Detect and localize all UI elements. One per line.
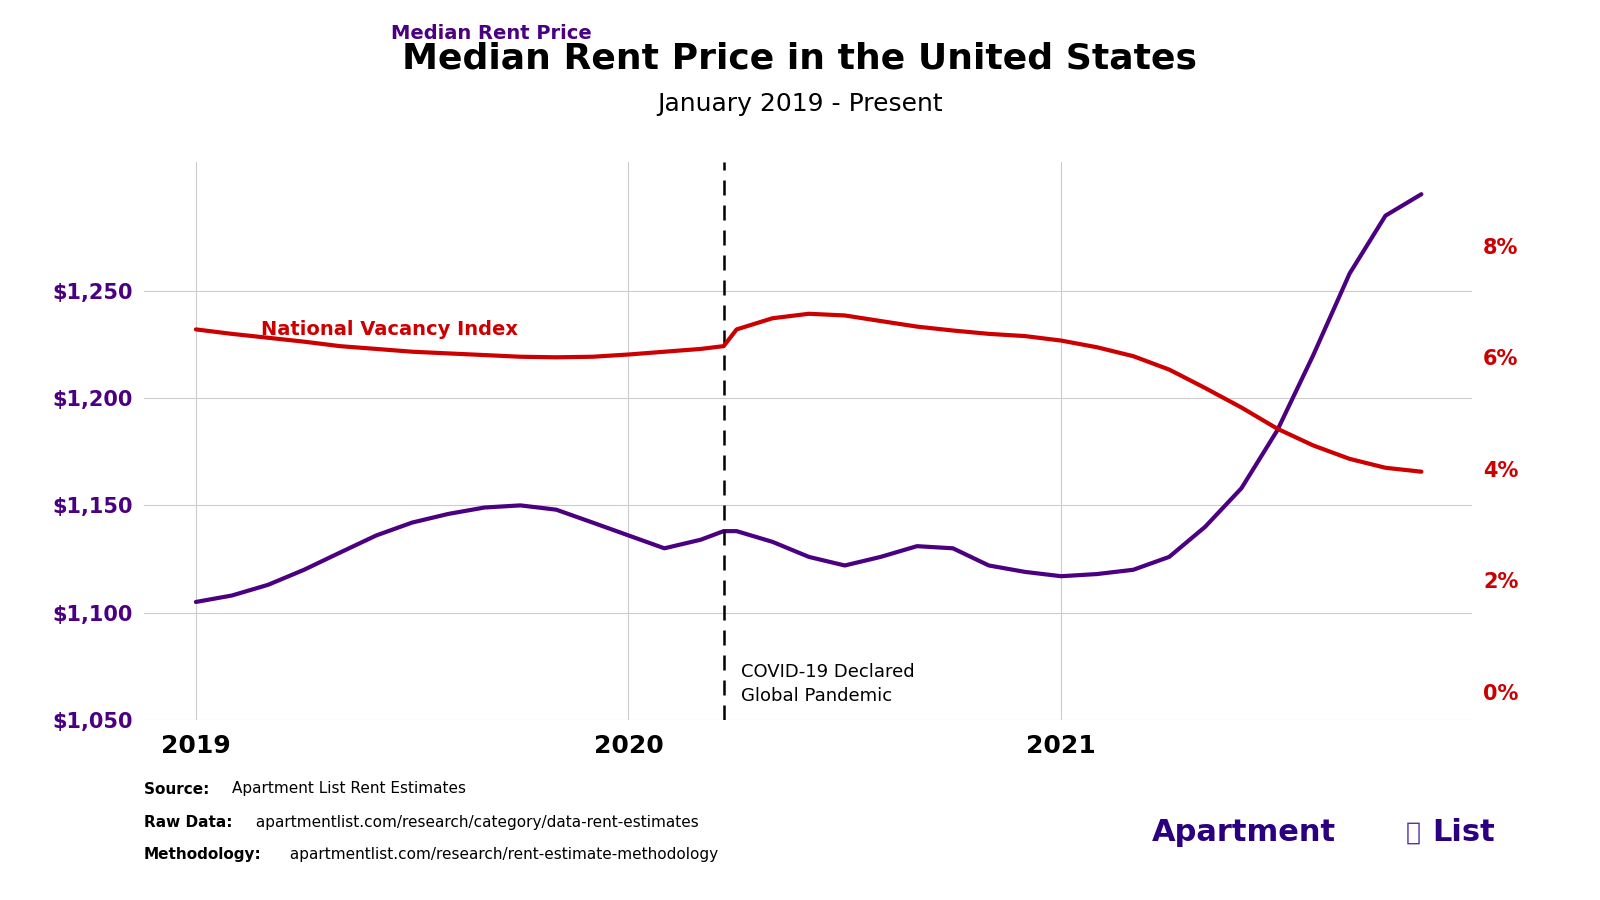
Text: January 2019 - Present: January 2019 - Present <box>658 92 942 115</box>
Text: Median Rent Price in the United States: Median Rent Price in the United States <box>403 41 1197 76</box>
Text: Raw Data:: Raw Data: <box>144 814 232 830</box>
Text: apartmentlist.com/research/category/data-rent-estimates: apartmentlist.com/research/category/data… <box>251 814 699 830</box>
Text: ⦿: ⦿ <box>1405 821 1421 844</box>
Text: Apartment: Apartment <box>1152 818 1336 847</box>
Text: apartmentlist.com/research/rent-estimate-methodology: apartmentlist.com/research/rent-estimate… <box>285 847 718 862</box>
Text: Median Rent Price: Median Rent Price <box>390 23 592 42</box>
Text: Source:: Source: <box>144 781 214 797</box>
Text: Methodology:: Methodology: <box>144 847 262 862</box>
Text: Apartment List Rent Estimates: Apartment List Rent Estimates <box>232 781 466 797</box>
Text: COVID-19 Declared
Global Pandemic: COVID-19 Declared Global Pandemic <box>741 663 915 705</box>
Text: List: List <box>1432 818 1494 847</box>
Text: National Vacancy Index: National Vacancy Index <box>261 320 518 339</box>
